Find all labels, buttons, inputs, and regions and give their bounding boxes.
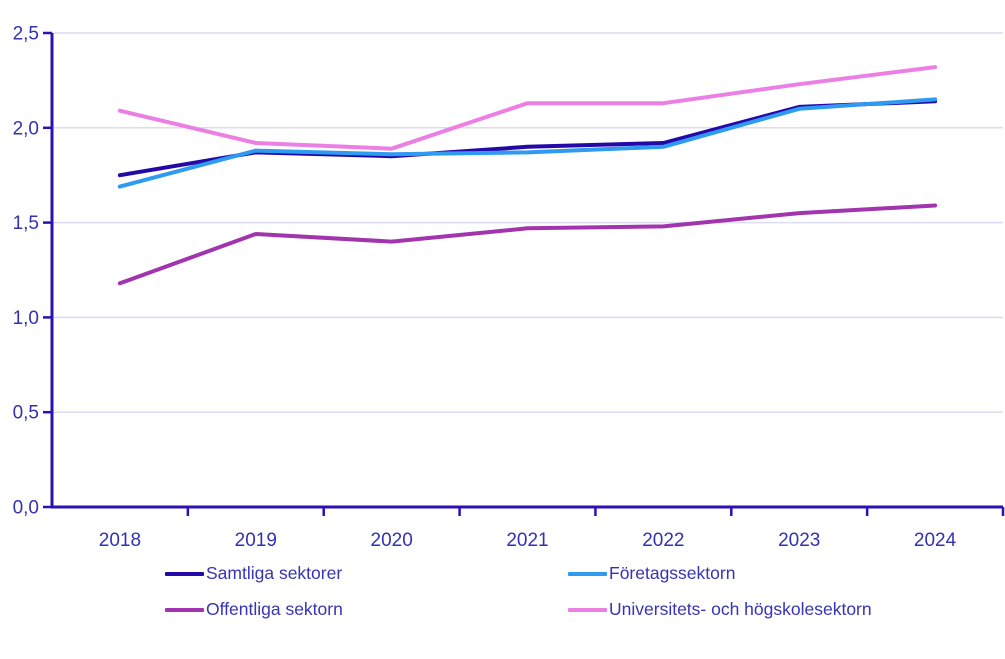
legend-label-samtliga-sektorer: Samtliga sektorer (206, 563, 343, 584)
chart-legend: Samtliga sektorer Företagssektorn Offent… (165, 563, 872, 621)
y-tick-label: 0,0 (13, 498, 39, 519)
legend-label-foretagssektorn: Företagssektorn (609, 563, 736, 584)
x-tick-label: 2018 (99, 530, 141, 551)
legend-line-swatch-foretagssektorn (568, 572, 607, 576)
series-line-foretagssektorn (117, 97, 938, 189)
legend-item-universitets-och-hogskolesektorn: Universitets- och högskolesektorn (568, 599, 872, 621)
y-tick-label: 0,5 (13, 403, 39, 424)
legend-item-foretagssektorn: Företagssektorn (568, 563, 872, 585)
plot-area: 0,0 0,5 1,0 1,5 2,0 2,5 2018 2019 2020 2021 2022 20… (13, 24, 1005, 551)
series-line-universitets-och-hogskolesektorn (117, 65, 938, 151)
y-tick-label: 1,5 (13, 213, 39, 234)
x-tick-label: 2024 (914, 530, 957, 551)
x-tick-label: 2023 (778, 530, 820, 551)
x-tick-label: 2022 (642, 530, 684, 551)
legend-label-offentliga-sektorn: Offentliga sektorn (206, 599, 343, 620)
legend-item-offentliga-sektorn: Offentliga sektorn (165, 599, 568, 621)
x-tick-label: 2021 (506, 530, 548, 551)
legend-item-samtliga-sektorer: Samtliga sektorer (165, 563, 568, 585)
x-tick-label: 2020 (371, 530, 413, 551)
legend-label-universitets-och-hogskolesektorn: Universitets- och högskolesektorn (609, 599, 872, 620)
y-tick-label: 2,0 (13, 118, 39, 139)
y-tick-label: 2,5 (13, 24, 39, 45)
series-line-offentliga-sektorn (117, 203, 938, 286)
legend-line-swatch-samtliga-sektorer (165, 572, 204, 576)
x-tick-label: 2019 (235, 530, 277, 551)
legend-line-swatch-offentliga-sektorn (165, 608, 204, 612)
y-tick-label: 1,0 (13, 308, 39, 329)
legend-line-swatch-universitets-och-hogskolesektorn (568, 608, 607, 612)
